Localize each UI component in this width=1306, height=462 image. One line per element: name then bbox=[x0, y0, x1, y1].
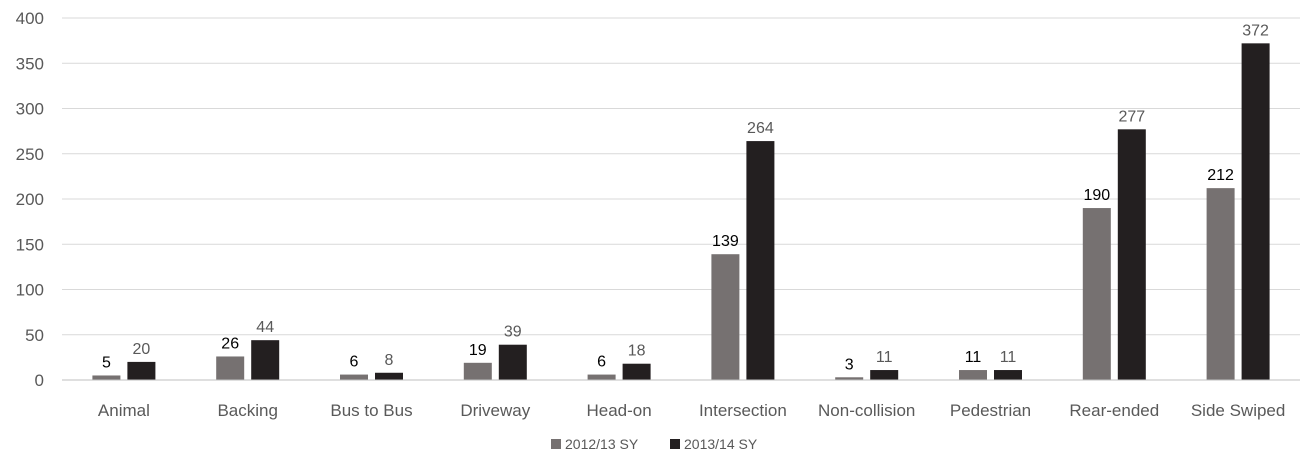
data-label: 212 bbox=[1207, 167, 1234, 184]
data-label: 5 bbox=[102, 354, 111, 371]
data-label: 277 bbox=[1118, 108, 1145, 125]
legend-swatch bbox=[670, 439, 680, 449]
x-axis: Animal Backing Bus to Bus Driveway Head-on In… bbox=[62, 379, 1300, 420]
data-label: 6 bbox=[597, 354, 606, 371]
x-tick-label: Intersection bbox=[699, 401, 787, 420]
data-label: 44 bbox=[256, 319, 274, 336]
data-label: 264 bbox=[747, 120, 774, 137]
bar bbox=[92, 375, 121, 380]
bar bbox=[622, 363, 651, 380]
data-label: 6 bbox=[350, 354, 359, 371]
data-labels: 5 20 26 44 6 8 19 39 6 18 139 264 3 11 11 11 190 277 212 37… bbox=[102, 22, 1269, 373]
x-tick-label: Pedestrian bbox=[950, 401, 1031, 420]
data-label: 11 bbox=[965, 349, 982, 366]
x-tick-label: Bus to Bus bbox=[330, 401, 412, 420]
legend-swatch bbox=[551, 439, 561, 449]
legend-label: 2012/13 SY bbox=[565, 436, 639, 452]
y-tick-label: 50 bbox=[25, 326, 44, 345]
bar bbox=[340, 374, 368, 380]
data-label: 18 bbox=[628, 343, 646, 360]
bar bbox=[498, 344, 527, 380]
bar bbox=[587, 374, 616, 380]
bar bbox=[375, 372, 403, 380]
gridlines bbox=[62, 17, 1300, 336]
data-label: 139 bbox=[712, 233, 739, 250]
y-tick-label: 400 bbox=[16, 9, 44, 28]
data-label: 39 bbox=[504, 324, 522, 341]
bars bbox=[92, 43, 1270, 381]
y-axis: 0 50 100 150 200 250 300 350 400 bbox=[16, 9, 44, 390]
x-tick-label: Side Swiped bbox=[1191, 401, 1286, 420]
bar bbox=[1117, 129, 1146, 380]
x-tick-label: Non-collision bbox=[818, 401, 915, 420]
legend-label: 2013/14 SY bbox=[684, 436, 758, 452]
data-label: 19 bbox=[469, 342, 487, 359]
bar bbox=[870, 370, 899, 380]
x-tick-label: Animal bbox=[98, 401, 150, 420]
data-label: 8 bbox=[385, 352, 394, 369]
x-tick-label: Driveway bbox=[460, 401, 530, 420]
bar bbox=[216, 356, 245, 380]
bar bbox=[711, 254, 740, 380]
y-tick-label: 200 bbox=[16, 190, 44, 209]
x-tick-label: Backing bbox=[217, 401, 277, 420]
data-label: 372 bbox=[1242, 22, 1269, 39]
bar bbox=[994, 370, 1022, 380]
data-label: 20 bbox=[133, 341, 151, 358]
bar bbox=[1241, 43, 1270, 381]
x-tick-label: Rear-ended bbox=[1069, 401, 1159, 420]
bar bbox=[959, 370, 987, 380]
bar bbox=[251, 340, 280, 380]
data-label: 26 bbox=[221, 335, 239, 352]
y-tick-label: 350 bbox=[16, 54, 44, 73]
x-tick-label: Head-on bbox=[586, 401, 651, 420]
data-label: 11 bbox=[1000, 349, 1017, 366]
y-tick-label: 250 bbox=[16, 145, 44, 164]
bar bbox=[127, 361, 156, 380]
bar bbox=[463, 362, 492, 380]
y-tick-label: 150 bbox=[16, 235, 44, 254]
bar bbox=[746, 141, 775, 380]
legend: 2012/13 SY 2013/14 SY bbox=[551, 436, 758, 452]
data-label: 190 bbox=[1083, 187, 1110, 204]
y-tick-label: 100 bbox=[16, 281, 44, 300]
bar bbox=[835, 377, 864, 380]
bar bbox=[1082, 208, 1111, 380]
bar bbox=[1206, 188, 1235, 380]
y-tick-label: 300 bbox=[16, 100, 44, 119]
y-tick-label: 0 bbox=[35, 371, 44, 390]
data-label: 3 bbox=[845, 356, 854, 373]
data-label: 11 bbox=[876, 349, 893, 366]
